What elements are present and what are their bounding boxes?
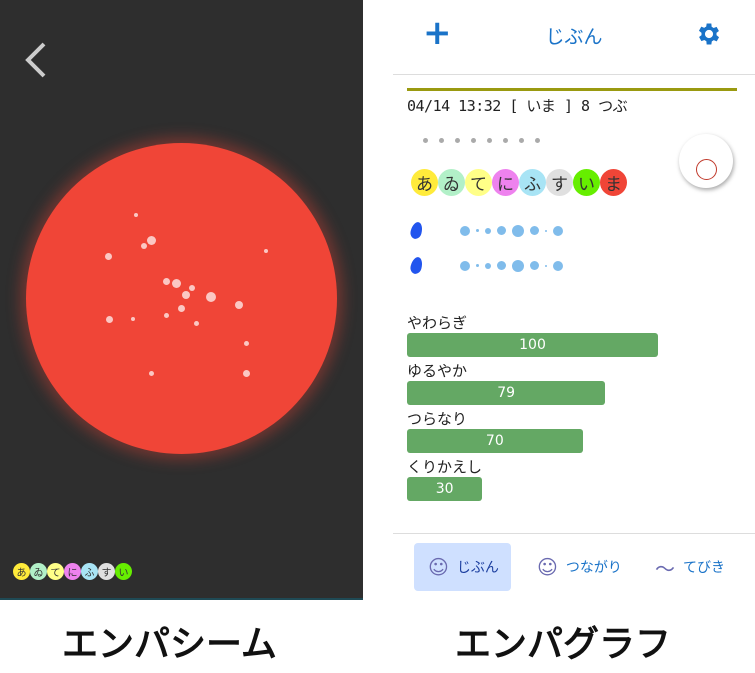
- dot-row: [423, 138, 540, 143]
- blob: [512, 259, 524, 272]
- blob: [497, 226, 506, 235]
- divider: [407, 88, 737, 91]
- particle: [243, 340, 249, 346]
- bar-label: やわらぎ: [407, 314, 468, 332]
- particle: [189, 285, 195, 291]
- word-chip: あ: [411, 169, 438, 196]
- word-chip: す: [546, 169, 573, 196]
- blob: [485, 262, 491, 269]
- particle: [134, 213, 138, 217]
- particle: [182, 291, 190, 299]
- particle: [235, 301, 243, 309]
- tab-label: つながり: [565, 560, 622, 576]
- particle: [148, 370, 154, 376]
- blob: [545, 229, 547, 232]
- empagraph-screen: + じぶん 04/14 13:32 [ いま ] 8 つぶ あゐてにふすいま や…: [393, 0, 755, 600]
- tab-guide[interactable]: 〜てびき: [641, 543, 731, 591]
- chevron-left-icon[interactable]: [22, 40, 52, 80]
- drop-icon: [408, 255, 425, 276]
- particle: [177, 304, 185, 312]
- drop-row: [408, 255, 563, 276]
- feather-icon: 〜: [655, 556, 675, 581]
- word-chips: あゐてにふすい: [13, 563, 132, 580]
- caption-left: エンパシーム: [62, 624, 277, 665]
- word-chip: に: [492, 169, 519, 196]
- particle: [104, 252, 112, 260]
- person-icon: ☺: [428, 555, 449, 579]
- particle: [105, 315, 113, 323]
- word-chip: ふ: [81, 563, 98, 580]
- word-chip: い: [115, 563, 132, 580]
- word-chip: あ: [13, 563, 30, 580]
- bar-label: ゆるやか: [407, 362, 468, 380]
- blob: [553, 225, 563, 236]
- bar: 79: [407, 381, 606, 405]
- blob: [460, 260, 470, 271]
- word-chip: に: [64, 563, 81, 580]
- bar: 30: [407, 477, 483, 501]
- word-chip: す: [98, 563, 115, 580]
- particle: [193, 320, 199, 326]
- blob: [485, 227, 491, 234]
- word-chips: あゐてにふすいま: [411, 169, 627, 196]
- particle: [162, 277, 170, 285]
- particle: [242, 369, 250, 377]
- blob: [545, 264, 547, 267]
- record-info: 04/14 13:32 [ いま ] 8 つぶ: [407, 97, 628, 115]
- drop-row: [408, 220, 563, 241]
- empatheme-orb[interactable]: [26, 143, 337, 454]
- particle: [146, 235, 156, 245]
- particle: [163, 312, 169, 318]
- bar: 70: [407, 429, 583, 453]
- particle: [131, 317, 135, 321]
- blob: [476, 264, 479, 267]
- blob: [460, 225, 470, 236]
- particle: [141, 243, 147, 249]
- blob: [476, 229, 479, 232]
- record-button[interactable]: [679, 134, 733, 188]
- word-chip: ふ: [519, 169, 546, 196]
- bar-label: くりかえし: [407, 458, 483, 476]
- particle: [171, 278, 181, 288]
- page-title: じぶん: [545, 26, 603, 48]
- header: + じぶん: [393, 0, 755, 75]
- tab-label: じぶん: [456, 560, 499, 576]
- word-chip: て: [465, 169, 492, 196]
- word-chip: ゐ: [30, 563, 47, 580]
- blob: [530, 226, 539, 235]
- circle-icon: [696, 159, 717, 180]
- blob: [497, 261, 506, 270]
- tab-label: てびき: [683, 560, 725, 576]
- particle: [206, 292, 216, 302]
- tab-connections[interactable]: ☺ つながり: [523, 543, 628, 591]
- word-chip: ま: [600, 169, 627, 196]
- gear-icon[interactable]: [695, 20, 723, 48]
- bar: 100: [407, 333, 658, 357]
- drop-icon: [408, 220, 425, 241]
- blob: [553, 260, 563, 271]
- word-chip: て: [47, 563, 64, 580]
- bar-label: つらなり: [407, 410, 468, 428]
- word-chip: い: [573, 169, 600, 196]
- empatheme-screen: あゐてにふすい: [0, 0, 363, 600]
- blob: [512, 224, 524, 237]
- particle: [264, 249, 268, 253]
- tab-self[interactable]: ☺ じぶん: [414, 543, 511, 591]
- caption-right: エンパグラフ: [455, 624, 672, 665]
- blob: [530, 261, 539, 270]
- plus-icon[interactable]: +: [423, 13, 452, 53]
- bottom-nav: ☺ じぶん ☺ つながり 〜てびき: [393, 533, 755, 600]
- word-chip: ゐ: [438, 169, 465, 196]
- people-icon: ☺: [537, 555, 558, 579]
